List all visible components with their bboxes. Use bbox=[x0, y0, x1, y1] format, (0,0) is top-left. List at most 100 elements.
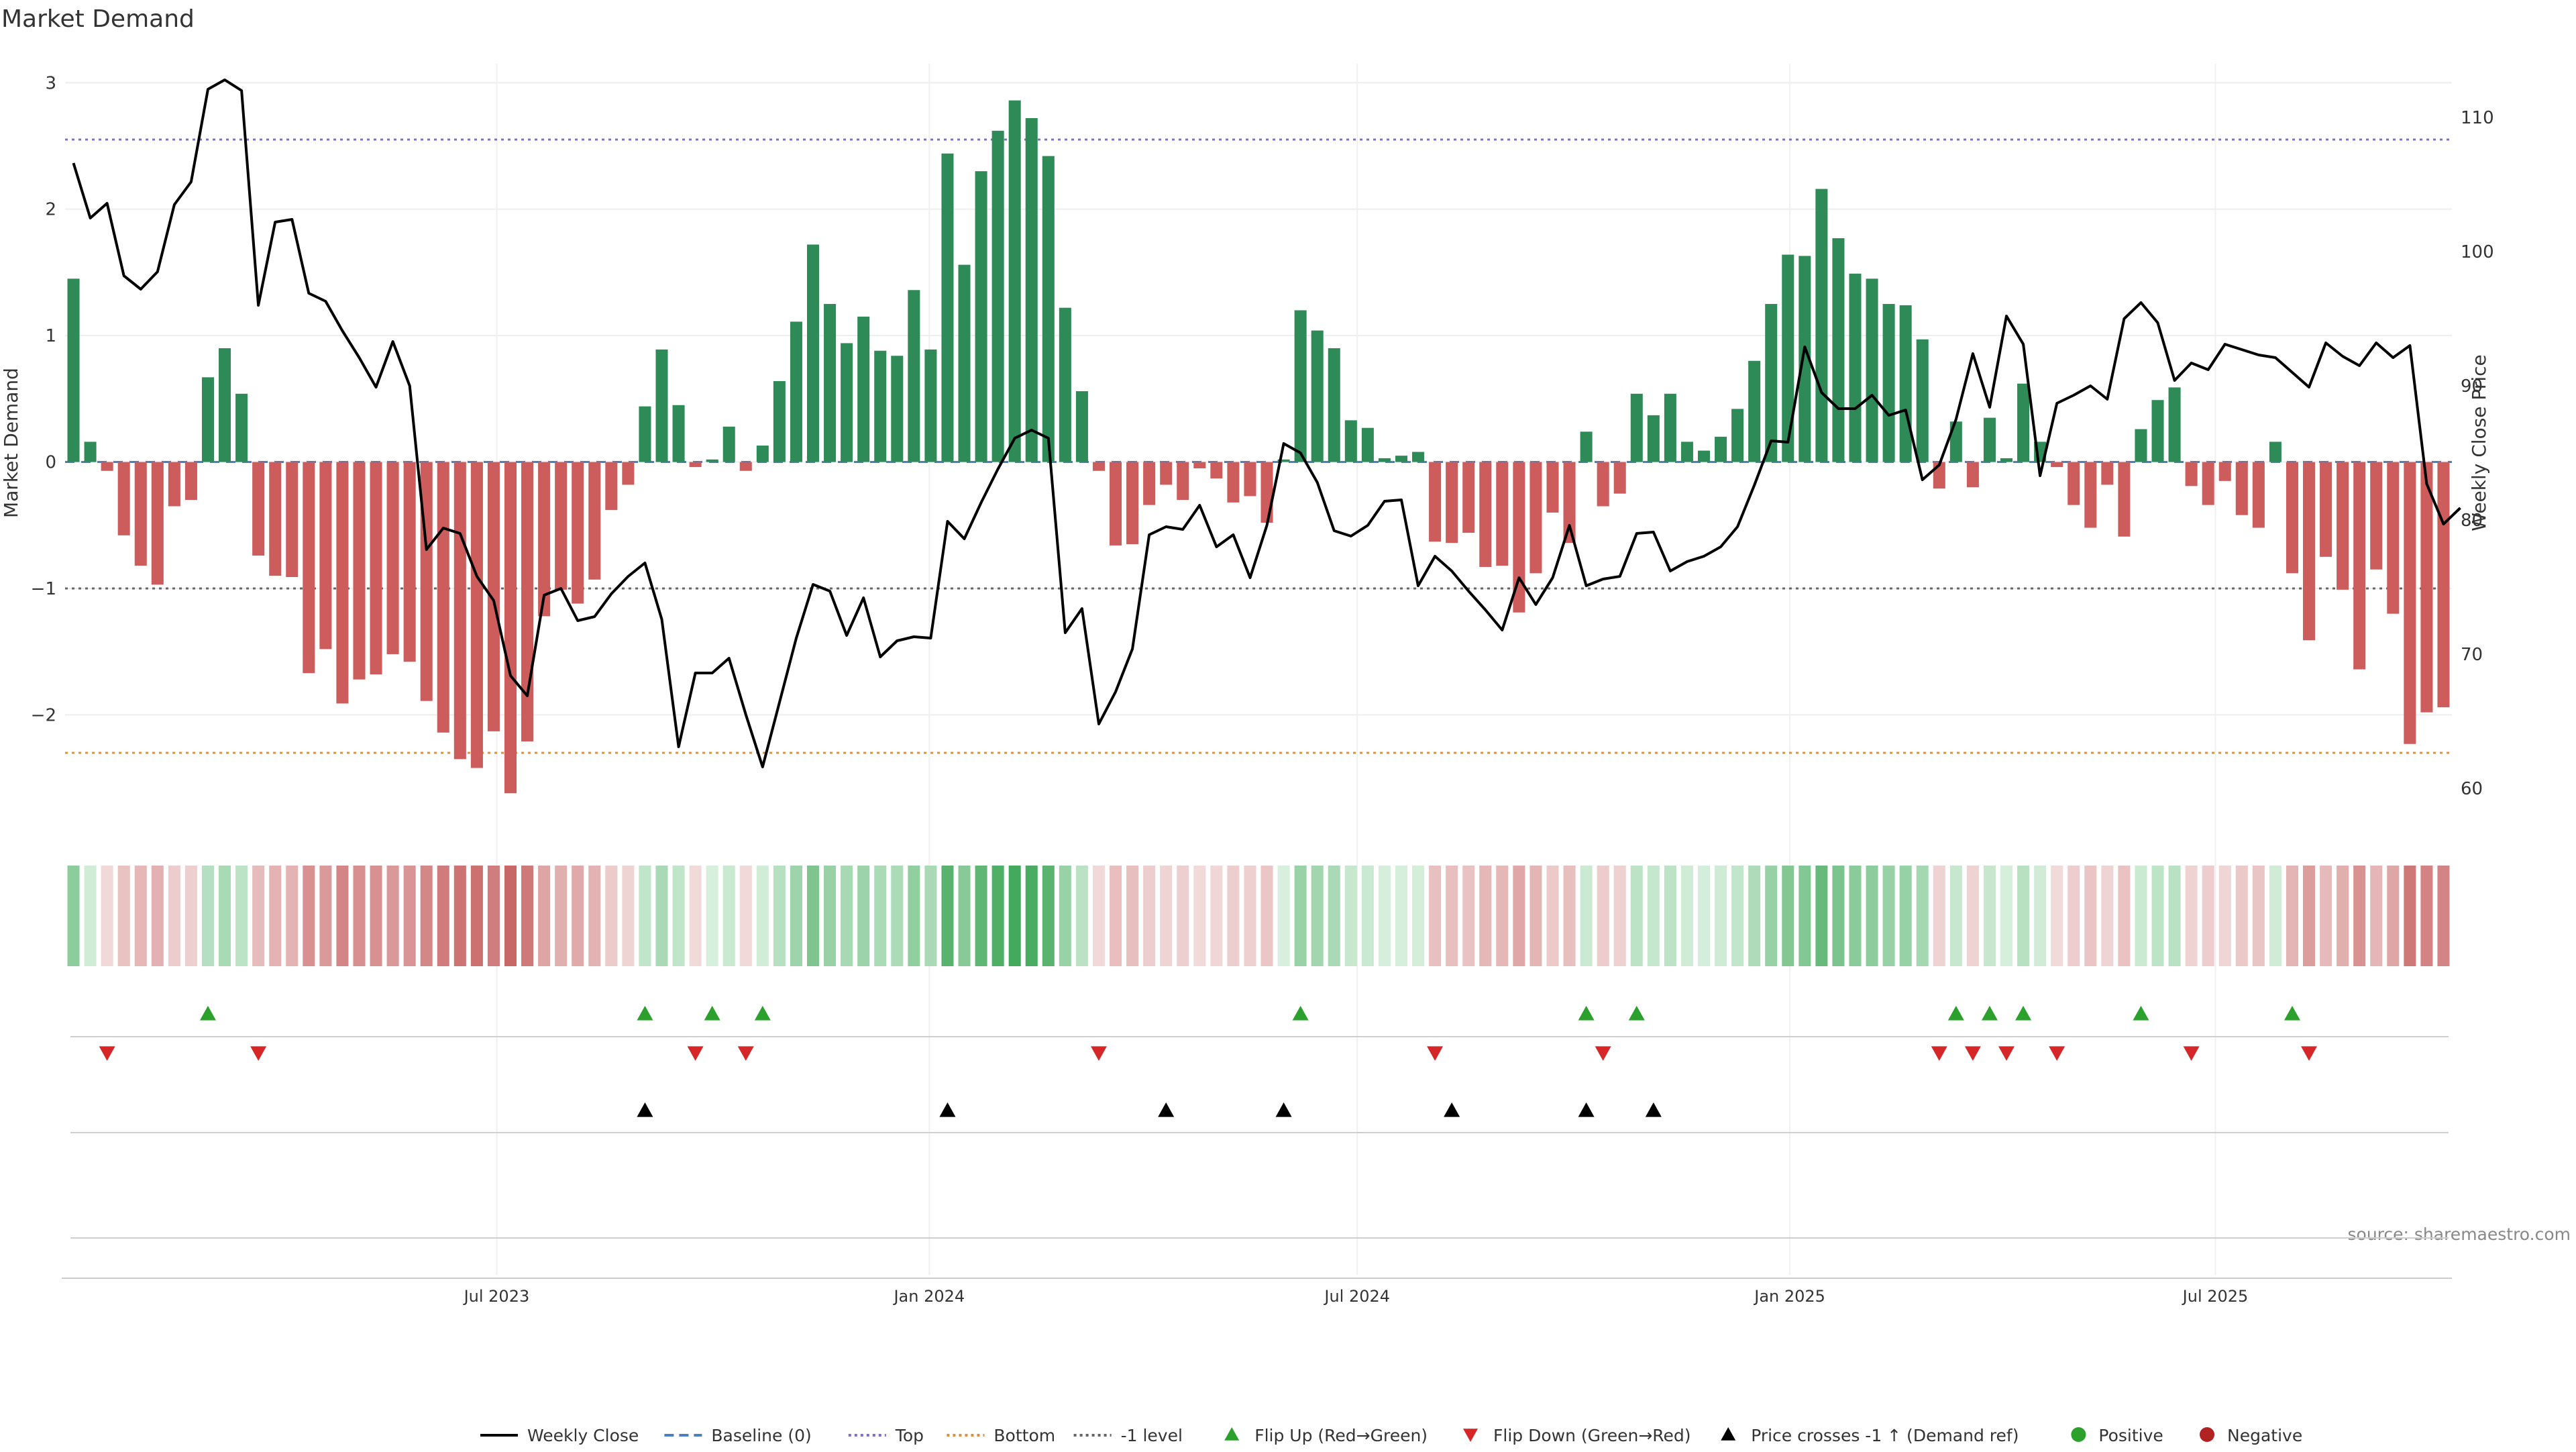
demand-bar bbox=[269, 462, 282, 576]
heat-cell bbox=[1529, 866, 1542, 966]
demand-bar bbox=[1832, 238, 1845, 462]
demand-bar bbox=[184, 462, 197, 501]
demand-bar bbox=[453, 462, 466, 760]
demand-bar bbox=[2084, 462, 2097, 528]
heat-cell bbox=[2101, 866, 2114, 966]
demand-bar bbox=[201, 377, 214, 462]
heat-cell bbox=[2387, 866, 2400, 966]
legend-swatch bbox=[1463, 1429, 1478, 1442]
y-tick-label: −1 bbox=[31, 579, 56, 599]
heat-cell bbox=[991, 866, 1004, 966]
legend-swatch bbox=[1224, 1427, 1240, 1441]
demand-bar bbox=[588, 462, 601, 580]
heat-cell bbox=[572, 866, 584, 966]
heat-cell bbox=[2286, 866, 2298, 966]
heat-cell bbox=[2017, 866, 2030, 966]
heat-cell bbox=[958, 866, 971, 966]
heat-cell bbox=[975, 866, 987, 966]
flip-down-marker bbox=[2301, 1046, 2318, 1061]
demand-bar bbox=[605, 462, 618, 511]
y2-tick-label: 90 bbox=[2461, 376, 2483, 397]
heat-cell bbox=[2320, 866, 2332, 966]
demand-bar bbox=[1160, 462, 1173, 485]
demand-bar bbox=[1630, 393, 1643, 462]
demand-bar bbox=[303, 462, 315, 674]
demand-bar bbox=[2185, 462, 2198, 486]
legend-item-bottom: Bottom bbox=[947, 1426, 1055, 1445]
heat-cell bbox=[874, 866, 887, 966]
heat-cell bbox=[1630, 866, 1643, 966]
heat-cell bbox=[1075, 866, 1088, 966]
demand-bar bbox=[219, 348, 231, 462]
demand-bar bbox=[1613, 462, 1626, 494]
demand-bar bbox=[1025, 118, 1038, 462]
heat-cell bbox=[1899, 866, 1912, 966]
heat-cell bbox=[756, 866, 769, 966]
price-cross-marker bbox=[1444, 1102, 1460, 1117]
demand-bar bbox=[2118, 462, 2131, 537]
heat-cell bbox=[168, 866, 180, 966]
heat-cell bbox=[2000, 866, 2013, 966]
demand-bar bbox=[134, 462, 147, 566]
demand-bar bbox=[891, 356, 904, 462]
demand-bar bbox=[1328, 348, 1340, 462]
demand-bar bbox=[806, 244, 820, 462]
legend-swatch bbox=[1721, 1427, 1736, 1441]
flip-down-marker bbox=[1090, 1046, 1107, 1061]
demand-bar bbox=[1075, 391, 1088, 462]
heat-cell bbox=[2068, 866, 2080, 966]
demand-bar bbox=[874, 350, 887, 462]
heat-cell bbox=[2168, 866, 2181, 966]
heat-cell bbox=[2202, 866, 2214, 966]
heat-cell bbox=[1966, 866, 1979, 966]
heat-cell bbox=[1160, 866, 1173, 966]
legend-item-flip-down: Flip Down (Green→Red) bbox=[1463, 1426, 1691, 1445]
heat-cell bbox=[470, 866, 483, 966]
heat-cell bbox=[790, 866, 802, 966]
heat-cell bbox=[2051, 866, 2063, 966]
heat-cell bbox=[1126, 866, 1139, 966]
demand-bar bbox=[1731, 409, 1744, 462]
demand-bar bbox=[1008, 100, 1021, 462]
heat-cell bbox=[1782, 866, 1794, 966]
legend-item-minus-one: -1 level bbox=[1073, 1426, 1183, 1445]
price-cross-marker bbox=[637, 1102, 653, 1117]
demand-bar bbox=[1882, 304, 1895, 462]
demand-bar bbox=[555, 462, 568, 590]
legend-label: -1 level bbox=[1121, 1426, 1183, 1445]
heat-cell bbox=[1294, 866, 1307, 966]
heat-cell bbox=[941, 866, 954, 966]
demand-bar bbox=[1866, 278, 1878, 462]
demand-bar bbox=[1765, 304, 1778, 462]
demand-bar bbox=[1126, 462, 1139, 545]
demand-bar bbox=[1916, 339, 1929, 462]
demand-bar bbox=[1042, 156, 1055, 462]
heat-cell bbox=[1260, 866, 1273, 966]
heat-cell bbox=[824, 866, 837, 966]
heat-cell bbox=[1916, 866, 1929, 966]
heat-cell bbox=[1479, 866, 1492, 966]
demand-bar bbox=[672, 405, 685, 462]
heat-cell bbox=[201, 866, 214, 966]
demand-bar bbox=[1597, 462, 1609, 507]
demand-bar bbox=[908, 290, 920, 462]
demand-bar bbox=[655, 349, 668, 462]
legend-item-baseline: Baseline (0) bbox=[664, 1426, 812, 1445]
legend-swatch bbox=[2071, 1427, 2086, 1442]
heat-cell bbox=[672, 866, 685, 966]
demand-bar bbox=[739, 462, 752, 471]
flip-up-marker bbox=[754, 1006, 771, 1021]
demand-bar bbox=[521, 462, 534, 741]
heat-cell bbox=[1546, 866, 1559, 966]
demand-bar bbox=[572, 462, 584, 604]
x-tick-label: Jan 2025 bbox=[1753, 1287, 1825, 1306]
demand-bar bbox=[151, 462, 164, 585]
heat-cell bbox=[2353, 866, 2366, 966]
demand-bar bbox=[2337, 462, 2349, 590]
grid-layer bbox=[62, 64, 2452, 1279]
demand-bar bbox=[117, 462, 130, 535]
heat-cell bbox=[1748, 866, 1761, 966]
heat-cell bbox=[622, 866, 635, 966]
heat-cell bbox=[655, 866, 668, 966]
demand-bar bbox=[1664, 393, 1676, 462]
